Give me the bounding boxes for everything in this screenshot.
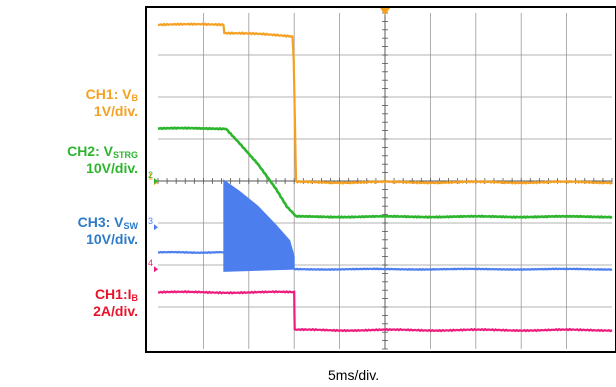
legend-ch1-vb-scale: 1V/div. (93, 103, 138, 119)
legend-ch1-ib-scale: 2A/div. (93, 303, 138, 319)
legend-ch3-vsw-scale: 10V/div. (86, 231, 138, 247)
series-ch1-vb-line (157, 22, 613, 185)
legend-ch1-ib: CH1:IB 2A/div. (93, 286, 138, 319)
series-ch3-vsw-baseline (157, 250, 224, 255)
x-axis-label: 5ms/div. (328, 367, 380, 383)
ch2-marker-label: 2 (148, 170, 153, 180)
ch3-marker (154, 224, 158, 231)
legend-ch2-vstrg: CH2: VSTRG 10V/div. (67, 143, 138, 176)
legend-ch3-vsw: CH3: VSW 10V/div. (77, 214, 138, 247)
ch4-marker-label: 4 (148, 258, 153, 268)
ch1-marker-label: 1 (148, 171, 153, 181)
legend-ch1-vb: CH1: VB 1V/div. (85, 86, 138, 119)
series-ch1-ib-line (157, 290, 613, 333)
ch2-marker (154, 178, 158, 184)
ch4-marker (154, 266, 158, 273)
ch3-marker-label: 3 (148, 216, 153, 226)
series-ch3-vsw-after (293, 267, 613, 271)
series-ch2-vstrg-line (157, 126, 613, 219)
trigger-marker (380, 8, 390, 15)
plot-frame (145, 6, 616, 353)
series-ch3-vsw-burst (223, 179, 295, 272)
legend-ch2-vstrg-scale: 10V/div. (86, 160, 138, 176)
